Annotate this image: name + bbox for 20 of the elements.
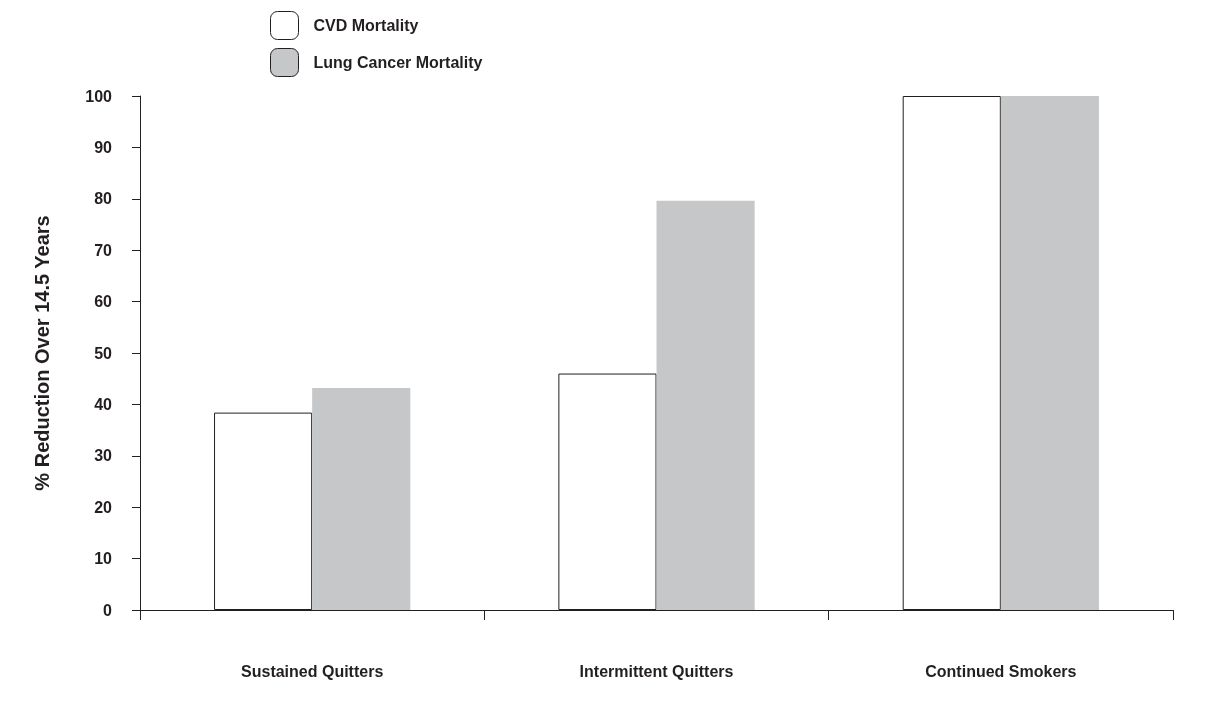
- y-tick-label: 50: [94, 344, 113, 362]
- bar: [312, 387, 411, 610]
- bar: [656, 200, 755, 610]
- x-tick-label: Intermittent Quitters: [579, 662, 734, 680]
- y-tick-label: 100: [85, 87, 113, 105]
- y-tick-label: 70: [94, 241, 113, 259]
- y-tick-label: 60: [94, 293, 113, 311]
- y-tick-label: 0: [103, 601, 113, 619]
- bar: [1000, 96, 1099, 610]
- y-tick-label: 20: [94, 498, 113, 516]
- y-axis-title: % Reduction Over 14.5 Years: [31, 215, 53, 491]
- y-tick-label: 90: [94, 138, 113, 156]
- y-tick-label: 30: [94, 447, 113, 465]
- y-tick-label: 40: [94, 395, 113, 413]
- legend-label: CVD Mortality: [313, 17, 419, 34]
- legend-label: Lung Cancer Mortality: [313, 54, 483, 71]
- x-tick-label: Continued Smokers: [925, 662, 1077, 680]
- y-tick-label: 10: [94, 550, 113, 568]
- y-tick-label: 80: [94, 190, 113, 208]
- x-tick-label: Sustained Quitters: [241, 662, 384, 680]
